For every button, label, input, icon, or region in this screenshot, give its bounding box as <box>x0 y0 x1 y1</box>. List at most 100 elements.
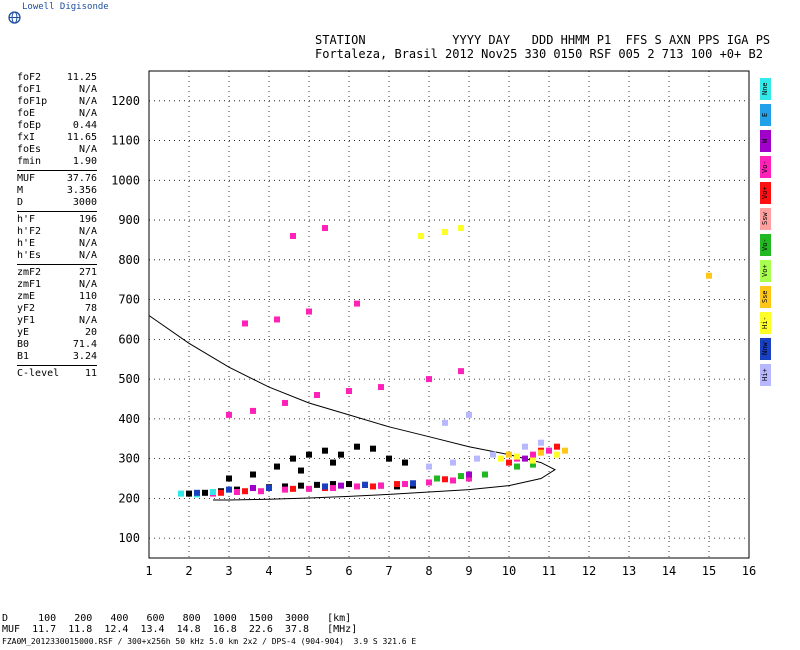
muf-table-distance-row: D 100 200 400 600 800 1000 1500 3000 [km… <box>2 613 352 624</box>
echo-point <box>274 316 280 323</box>
legend-swatch: W <box>760 130 771 152</box>
echo-point <box>226 411 232 418</box>
echo-point <box>450 459 456 466</box>
echo-point <box>426 479 432 486</box>
file-info-footer: FZA0M_2012330015000.RSF / 300+x256h 50 k… <box>2 637 417 646</box>
y-tick-label: 900 <box>118 213 140 227</box>
echo-point <box>290 232 296 239</box>
echo-point <box>562 447 568 454</box>
param-label: h'E <box>17 238 36 249</box>
param-value: 3.24 <box>72 351 97 362</box>
param-value: 3000 <box>72 197 97 208</box>
echo-point <box>426 463 432 470</box>
x-tick-label: 4 <box>265 564 272 578</box>
echo-point <box>338 482 344 489</box>
echo-point <box>226 475 232 482</box>
param-label: foF2 <box>17 72 42 83</box>
legend-swatch: Ssw <box>760 208 771 230</box>
legend-swatch: Nne <box>760 78 771 100</box>
echo-point <box>314 481 320 488</box>
echo-point <box>354 443 360 450</box>
x-tick-label: 2 <box>185 564 192 578</box>
echo-point <box>314 392 320 399</box>
echo-point <box>202 489 208 496</box>
x-tick-label: 3 <box>225 564 232 578</box>
echo-point <box>458 368 464 375</box>
echo-point <box>306 308 312 315</box>
echo-point <box>554 443 560 450</box>
echo-point <box>210 489 216 496</box>
x-tick-label: 13 <box>622 564 636 578</box>
echo-point <box>442 476 448 483</box>
legend-swatch: Sse <box>760 286 771 308</box>
echo-point <box>530 461 536 468</box>
echo-point <box>282 483 288 490</box>
param-row: foF1p N/A <box>17 96 97 108</box>
param-separator <box>17 211 97 212</box>
y-tick-label: 300 <box>118 452 140 466</box>
echo-point <box>250 407 256 414</box>
param-row: B0 71.4 <box>17 339 97 351</box>
scaled-parameters-panel: foF2 11.25 foF1 N/A foF1p N/A foE N/A foEp 0.44 fx… <box>17 72 97 380</box>
echo-point <box>226 486 232 493</box>
param-value: 196 <box>78 214 97 225</box>
echo-point <box>458 225 464 232</box>
echo-point <box>378 482 384 489</box>
muf-table: D 100 200 400 600 800 1000 1500 3000 [km… <box>2 613 357 635</box>
param-label: zmF2 <box>17 267 42 278</box>
echo-point <box>322 447 328 454</box>
header-labels: STATION YYYY DAY DDD HHMM P1 FFS S AXN P… <box>315 33 771 47</box>
echo-point <box>298 482 304 489</box>
param-value: N/A <box>78 144 97 155</box>
echo-point <box>250 485 256 492</box>
logo-text: Lowell Digisonde <box>22 2 109 12</box>
param-row: h'E N/A <box>17 238 97 250</box>
echo-point <box>298 467 304 474</box>
param-label: B0 <box>17 339 30 350</box>
param-label: B1 <box>17 351 30 362</box>
echo-point <box>266 485 272 492</box>
legend-swatch: Vo+ <box>760 260 771 282</box>
param-row: zmF2 271 <box>17 267 97 279</box>
param-label: M <box>17 185 24 196</box>
ionogram-chart: 1 2 3 4 5 6 7 8 9 10 11 12 13 14 15 1610020030040050060… <box>111 70 756 578</box>
echo-point <box>418 232 424 239</box>
x-tick-label: 6 <box>345 564 352 578</box>
echo-point <box>442 229 448 236</box>
echo-point <box>274 463 280 470</box>
echo-point <box>362 481 368 488</box>
echo-point <box>442 419 448 426</box>
param-label: h'F <box>17 214 36 225</box>
param-value: N/A <box>78 96 97 107</box>
param-value: N/A <box>78 84 97 95</box>
echo-point <box>370 483 376 490</box>
echo-point <box>290 455 296 462</box>
legend-swatch: Hi+ <box>760 364 771 386</box>
echo-point <box>538 449 544 456</box>
echo-point <box>282 399 288 406</box>
echo-point <box>234 489 240 496</box>
param-row: C-level 11 <box>17 368 97 380</box>
echo-point <box>394 481 400 488</box>
param-label: yF1 <box>17 315 36 326</box>
param-label: fmin <box>17 156 42 167</box>
echo-point <box>194 489 200 496</box>
param-row: h'F 196 <box>17 214 97 226</box>
header-values: Fortaleza, Brasil 2012 Nov25 330 0150 RS… <box>315 47 763 61</box>
param-row: foE N/A <box>17 108 97 120</box>
param-label: zmE <box>17 291 36 302</box>
echo-point <box>258 488 264 495</box>
x-tick-label: 15 <box>702 564 716 578</box>
echo-point <box>410 480 416 487</box>
echo-point <box>490 451 496 458</box>
y-tick-label: 800 <box>118 253 140 267</box>
param-label: foE <box>17 108 36 119</box>
echo-point <box>522 455 528 462</box>
echo-point <box>218 489 224 496</box>
param-value: N/A <box>78 279 97 290</box>
param-row: MUF 37.76 <box>17 173 97 185</box>
legend-swatch: Hi- <box>760 312 771 334</box>
echo-point <box>338 451 344 458</box>
param-value: N/A <box>78 238 97 249</box>
param-label: D <box>17 197 24 208</box>
